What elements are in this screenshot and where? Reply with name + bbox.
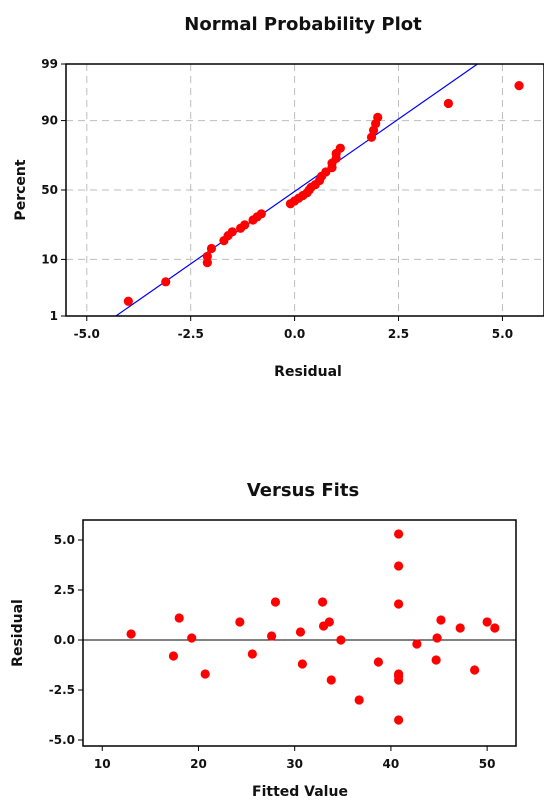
data-point [168, 651, 179, 661]
data-point [187, 633, 197, 643]
y-tick-label: 50 [41, 183, 58, 197]
x-tick-label: 40 [383, 757, 400, 771]
data-point [202, 251, 212, 262]
data-point [455, 623, 465, 633]
data-point [490, 623, 500, 633]
data-point [326, 675, 336, 685]
data-point [247, 649, 257, 659]
x-axis-label-residual: Residual [274, 364, 342, 380]
data-point [394, 599, 404, 609]
data-point [336, 635, 346, 645]
data-point [123, 296, 133, 306]
data-point [174, 613, 184, 623]
data-point [317, 597, 328, 607]
data-point [412, 639, 422, 649]
data-point [295, 627, 306, 637]
data-point [366, 132, 377, 142]
y-tick-label: 10 [41, 252, 58, 266]
data-point [470, 665, 480, 675]
normal-probability-plot: Normal Probability Plot -5.0 -2.5 0.0 2.5 5.… [13, 14, 544, 380]
data-point [394, 715, 404, 725]
x-tick-label: 20 [190, 757, 207, 771]
data-point [431, 655, 441, 665]
y-tick-label: 2.5 [54, 583, 75, 597]
data-point [266, 631, 277, 641]
data-point [482, 617, 492, 627]
x-tick-label: 5.0 [492, 327, 513, 341]
versus-fits-plot: Versus Fits 10 20 30 40 505.02.50.0-2.5-5.0 … [10, 480, 517, 800]
data-point [161, 277, 171, 287]
data-point [335, 143, 345, 153]
plot-frame [65, 63, 544, 317]
y-tick-label: 1 [50, 309, 58, 323]
y-tick-label: -2.5 [49, 683, 75, 697]
y-tick-label: 5.0 [54, 533, 75, 547]
x-tick-label: 0.0 [284, 327, 305, 341]
y-tick-label: 99 [41, 57, 58, 71]
chart-title-normal-probability: Normal Probability Plot [184, 14, 422, 35]
data-point [270, 597, 281, 607]
data-point [297, 659, 307, 669]
fit-line [115, 63, 478, 317]
data-point [394, 675, 404, 685]
data-point [200, 669, 210, 679]
data-point [394, 561, 404, 571]
y-axis-label-percent: Percent [13, 159, 29, 220]
data-point [240, 220, 250, 230]
data-point [227, 227, 237, 237]
data-point [373, 112, 383, 122]
data-point [206, 243, 217, 254]
data-point [443, 98, 453, 109]
x-tick-label: -2.5 [178, 327, 204, 341]
x-tick-label: 10 [94, 757, 111, 771]
data-point [235, 617, 245, 627]
x-tick-label: 30 [286, 757, 303, 771]
x-axis-label-fitted-value: Fitted Value [252, 784, 348, 800]
y-tick-label: 0.0 [54, 633, 75, 647]
x-tick-label: 50 [479, 757, 496, 771]
data-point [432, 633, 442, 643]
data-points [123, 81, 524, 306]
data-point [354, 695, 364, 705]
y-tick-label: -5.0 [49, 733, 75, 747]
plot-frame [82, 519, 517, 747]
x-tick-label: 2.5 [388, 327, 409, 341]
data-point [324, 617, 334, 627]
data-points [126, 529, 500, 725]
x-tick-label: -5.0 [74, 327, 100, 341]
fit-line-layer [115, 63, 478, 317]
data-point [394, 529, 404, 539]
axis-ticks: 10 20 30 40 50 5.0 2.5 0.0 -2.5 -5.0 [49, 533, 496, 771]
data-point [436, 615, 446, 625]
data-point [256, 209, 266, 219]
data-point [514, 81, 524, 91]
data-point [373, 657, 384, 667]
chart-title-versus-fits: Versus Fits [247, 480, 359, 501]
axis-ticks: -5.0 -2.5 0.0 2.5 5.0 1 10 50 90 99 [41, 57, 513, 341]
y-axis-label-residual: Residual [10, 599, 26, 667]
y-tick-label: 90 [41, 114, 58, 128]
data-point [126, 629, 136, 639]
